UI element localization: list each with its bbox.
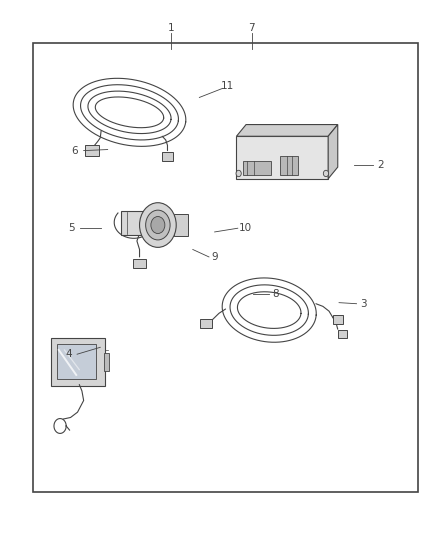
Circle shape	[140, 203, 176, 247]
Text: 2: 2	[377, 160, 384, 171]
Circle shape	[146, 210, 170, 240]
Bar	[200, 319, 212, 328]
Bar	[338, 330, 347, 338]
Polygon shape	[328, 125, 338, 179]
Text: 5: 5	[68, 223, 75, 233]
Bar	[85, 146, 99, 156]
Bar	[333, 316, 343, 324]
Text: 1: 1	[168, 23, 174, 34]
Text: 10: 10	[239, 223, 252, 233]
Bar	[104, 353, 109, 371]
Bar	[33, 43, 418, 492]
Bar	[243, 161, 272, 174]
FancyBboxPatch shape	[121, 211, 146, 235]
Polygon shape	[237, 125, 338, 136]
Circle shape	[151, 216, 165, 233]
Text: 6: 6	[71, 146, 78, 156]
Circle shape	[236, 170, 241, 176]
Text: 9: 9	[211, 252, 218, 262]
Bar	[162, 152, 173, 161]
Text: 8: 8	[272, 289, 279, 299]
Text: 11: 11	[221, 81, 234, 91]
FancyBboxPatch shape	[51, 338, 105, 386]
Bar	[57, 344, 96, 379]
Text: 3: 3	[360, 298, 367, 309]
Bar	[237, 136, 328, 179]
Bar	[280, 156, 297, 174]
Text: 4: 4	[65, 349, 72, 359]
Text: 7: 7	[248, 23, 255, 34]
FancyBboxPatch shape	[173, 214, 188, 236]
Bar	[134, 259, 146, 268]
Circle shape	[323, 170, 328, 176]
